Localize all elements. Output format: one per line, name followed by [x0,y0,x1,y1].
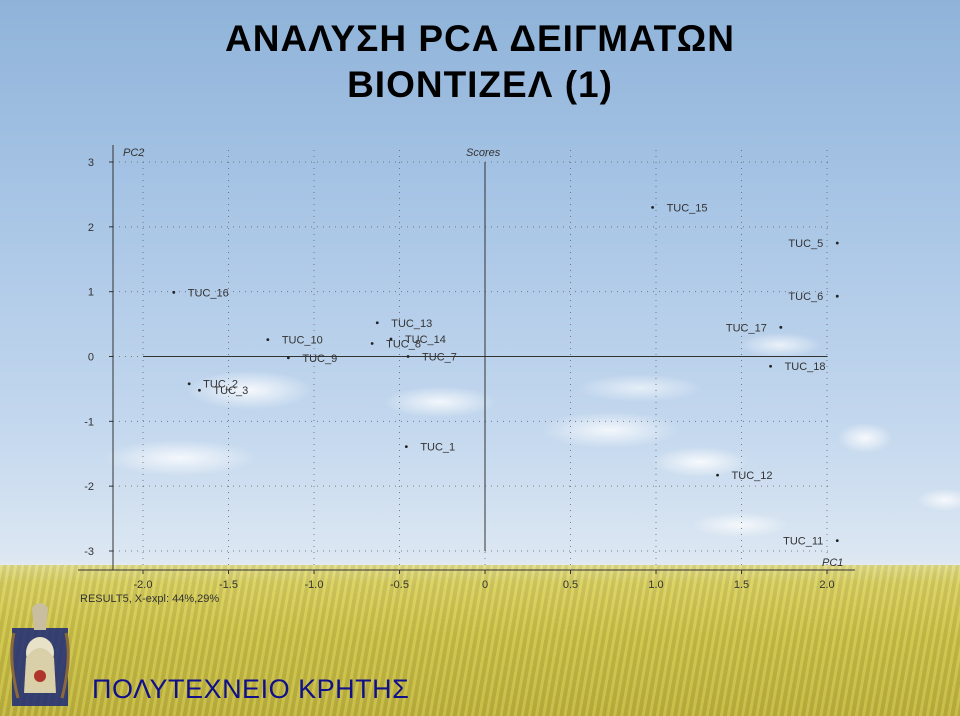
x-tick-label: -1.0 [305,579,324,591]
y-tick-label: 1 [88,287,94,299]
data-point [172,290,176,294]
data-point [375,321,379,325]
x-tick-label: 1.0 [648,579,663,591]
data-point [835,294,839,298]
data-point-label: TUC_3 [213,385,248,397]
data-point [198,388,201,392]
data-point-label: TUC_18 [785,361,826,373]
data-point-label: TUC_16 [188,287,229,299]
data-point [286,356,290,360]
data-point [716,473,719,477]
data-point [406,355,410,358]
field-background [0,565,960,716]
y-tick-label: 3 [88,157,94,169]
x-axis-label: PC1 [822,557,843,569]
x-tick-label: 0 [482,579,488,591]
data-point-label: TUC_12 [732,470,773,482]
sky-background [0,0,960,575]
data-point [769,364,772,368]
university-logo [10,603,70,706]
data-point-label: TUC_11 [783,536,823,548]
data-point-label: TUC_7 [422,352,457,364]
y-tick-label: -2 [84,481,94,493]
ticks: -2.0 -1.5 -1.0 -0.5 0 0.5 1.0 1.5 2.0 3 2 1 0 -1 -2 -3 [84,157,834,591]
x-tick-label: 2.0 [819,579,834,591]
data-point-label: TUC_8 [386,339,421,351]
slide-title-line1: ΑΝΑΛΥΣΗ PCA ΔΕΙΓΜΑΤΩΝ [225,18,735,59]
data-point [266,338,270,342]
footer-university-name: ΠΟΛΥΤΕΧΝΕΙΟ ΚΡΗΤΗΣ [92,674,410,704]
data-point-label: TUC_17 [726,322,767,334]
data-points: TUC_15 TUC_5 TUC_16 TUC_6 TUC_13 TUC_17 TUC_10… [172,202,839,548]
x-tick-label: 1.5 [734,579,749,591]
slide-title-line2: ΒΙΟΝΤΙΖΕΛ (1) [347,64,613,105]
y-tick-label: 2 [88,222,94,234]
data-point-label: TUC_9 [302,353,337,365]
data-point-label: TUC_13 [391,318,432,330]
data-point-label: TUC_10 [282,335,323,347]
data-point [651,205,654,209]
x-tick-label: -1.5 [219,579,238,591]
data-point-label: TUC_15 [667,202,708,214]
x-tick-label: -0.5 [390,579,409,591]
y-axis-label: PC2 [123,147,144,159]
x-tick-label: -2.0 [134,579,153,591]
x-tick-label: 0.5 [563,579,578,591]
data-point [779,325,783,329]
data-point [389,337,393,341]
data-point [835,241,839,245]
y-tick-label: 0 [88,352,94,364]
y-tick-label: -3 [84,546,94,558]
data-point-label: TUC_14 [405,334,446,346]
data-point-label: TUC_6 [788,291,823,303]
data-point [404,445,408,449]
data-point [370,342,374,345]
data-point-label: TUC_5 [788,238,823,250]
explained-variance-note: RESULT5, X-expl: 44%,29% [80,593,219,605]
chart-title: Scores [466,147,501,159]
grid [113,150,830,570]
data-point [187,382,191,386]
data-point-label: TUC_1 [420,442,455,454]
y-tick-label: -1 [84,416,94,428]
axes [78,145,855,571]
data-point-label: TUC_2 [203,379,238,391]
data-point [835,539,839,543]
